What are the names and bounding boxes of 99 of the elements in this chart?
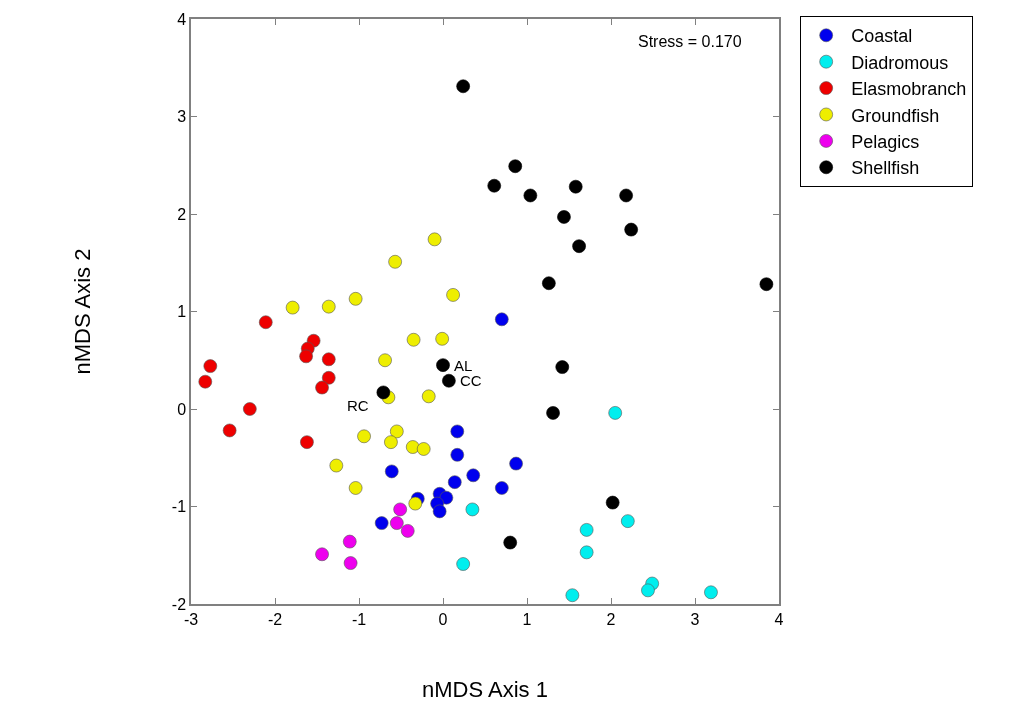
y-tick-label: 2 xyxy=(177,205,187,223)
point xyxy=(243,402,257,416)
point xyxy=(321,299,336,314)
point xyxy=(390,516,404,530)
point xyxy=(523,188,538,203)
point xyxy=(621,514,635,528)
x-tick-label: 2 xyxy=(606,610,616,628)
point xyxy=(495,312,509,327)
y-tick-label: 0 xyxy=(177,400,187,418)
point xyxy=(348,292,363,306)
point xyxy=(619,188,633,203)
point xyxy=(343,556,358,570)
annotation: AL xyxy=(454,357,473,374)
point xyxy=(315,547,329,562)
point xyxy=(421,389,436,404)
x-tick-label: 1 xyxy=(522,610,532,628)
point xyxy=(384,435,398,449)
point xyxy=(299,349,313,364)
point xyxy=(321,352,336,367)
point xyxy=(321,371,336,385)
point xyxy=(258,315,273,330)
point xyxy=(348,481,363,495)
point xyxy=(509,456,523,471)
point xyxy=(427,232,442,247)
point xyxy=(393,502,407,517)
legend-label: Shellfish xyxy=(851,158,920,179)
point xyxy=(624,222,638,237)
point xyxy=(198,374,213,389)
point xyxy=(447,475,462,489)
annotation: CC xyxy=(460,372,482,389)
point xyxy=(378,353,392,368)
y-tick-label: 4 xyxy=(177,10,187,28)
point xyxy=(568,179,583,194)
point xyxy=(357,429,371,444)
point xyxy=(557,210,571,224)
point xyxy=(605,495,620,510)
y-tick-label: -1 xyxy=(171,498,187,516)
point xyxy=(503,535,517,550)
point xyxy=(222,423,237,438)
point xyxy=(203,359,218,373)
point xyxy=(439,490,454,505)
point xyxy=(388,254,402,269)
legend-label: Pelagics xyxy=(851,131,920,152)
point xyxy=(608,406,622,420)
point xyxy=(406,332,421,347)
point xyxy=(759,277,774,291)
point xyxy=(508,159,523,174)
point xyxy=(442,373,456,388)
point xyxy=(400,524,415,538)
y-tick-label: 3 xyxy=(177,108,187,126)
point xyxy=(390,424,404,439)
point xyxy=(432,504,447,519)
point xyxy=(285,300,300,315)
legend-label: Coastal xyxy=(851,26,913,47)
point xyxy=(416,442,431,456)
point xyxy=(542,276,556,291)
annotation: RC xyxy=(347,397,369,414)
x-tick-label: 0 xyxy=(438,610,448,628)
point xyxy=(450,448,465,462)
point xyxy=(456,557,470,571)
point xyxy=(456,79,470,94)
x-tick-label: -1 xyxy=(351,610,367,628)
point xyxy=(579,523,594,537)
x-axis-title: nMDS Axis 1 xyxy=(422,677,548,703)
point xyxy=(495,481,509,495)
point xyxy=(446,288,460,302)
point xyxy=(435,332,449,346)
point xyxy=(641,583,655,598)
point xyxy=(704,585,718,600)
point xyxy=(450,424,465,439)
point xyxy=(376,385,391,400)
x-tick-label: -3 xyxy=(183,610,199,628)
y-tick-label: 1 xyxy=(177,303,187,321)
annotation: Stress = 0.170 xyxy=(638,33,742,50)
point xyxy=(408,496,423,511)
point xyxy=(374,516,389,530)
y-tick-label: -2 xyxy=(171,595,187,613)
point xyxy=(329,458,344,473)
point xyxy=(342,534,357,549)
y-axis-title: nMDS Axis 2 xyxy=(70,248,96,375)
legend-label: Elasmobranch xyxy=(851,79,967,100)
point xyxy=(465,502,480,517)
point xyxy=(546,406,560,420)
point xyxy=(579,545,594,560)
x-tick-label: 3 xyxy=(690,610,700,628)
legend-label: Groundfish xyxy=(851,105,940,126)
legend-label: Diadromous xyxy=(851,52,949,73)
point xyxy=(555,360,570,374)
point xyxy=(572,239,586,253)
point xyxy=(384,464,399,479)
point xyxy=(466,468,481,483)
point xyxy=(300,435,314,449)
x-tick-label: 4 xyxy=(774,610,784,628)
point xyxy=(436,358,450,372)
point xyxy=(315,380,329,395)
x-tick-label: -2 xyxy=(267,610,283,628)
point xyxy=(565,588,580,603)
point xyxy=(487,178,502,193)
point xyxy=(405,440,420,454)
